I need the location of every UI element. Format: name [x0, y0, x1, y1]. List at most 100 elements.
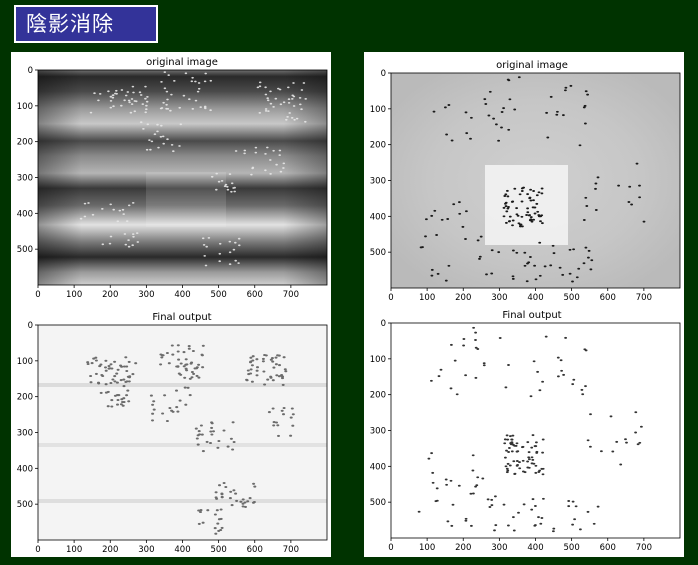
seed-dot	[201, 366, 205, 369]
seed-dot	[497, 139, 500, 142]
seed-dot	[417, 510, 421, 513]
seed-dot	[508, 215, 512, 218]
seed-dot	[634, 411, 638, 414]
seed-dot	[124, 94, 128, 97]
seed-dot	[531, 498, 535, 501]
seed-dot	[589, 413, 592, 416]
seed-dot	[609, 415, 613, 418]
seed-dot	[264, 169, 267, 172]
seed-dot	[153, 133, 157, 136]
seed-dot	[224, 485, 228, 489]
seed-dot	[165, 107, 168, 110]
seed-dot	[519, 225, 522, 228]
seed-dot	[513, 473, 517, 475]
seed-dot	[474, 376, 478, 379]
seed-dot	[526, 460, 529, 463]
seed-dot	[560, 369, 563, 372]
seed-dot	[264, 93, 268, 96]
seed-dot	[511, 200, 515, 203]
slide-title: 陰影消除	[14, 5, 158, 43]
seed-dot	[479, 235, 483, 238]
seed-dot	[241, 505, 245, 508]
seed-dot	[290, 116, 294, 119]
seed-dot	[269, 375, 273, 378]
right-bottom-plot-title: Final output	[502, 310, 561, 321]
seed-dot	[583, 104, 587, 107]
seed-dot	[160, 124, 163, 127]
seed-dot	[430, 268, 434, 271]
seed-dot	[446, 520, 450, 523]
seed-dot	[91, 213, 95, 216]
seed-dot	[523, 471, 527, 474]
y-tick-label: 300	[370, 177, 386, 187]
seed-dot	[457, 484, 461, 487]
seed-dot	[222, 481, 226, 485]
seed-dot	[201, 450, 205, 453]
seed-dot	[506, 195, 510, 198]
seed-dot	[624, 438, 627, 441]
seed-dot	[241, 498, 245, 501]
seed-dot	[92, 357, 96, 360]
seed-dot	[197, 509, 201, 512]
x-tick-label: 400	[174, 545, 190, 555]
seed-dot	[587, 249, 591, 252]
seed-dot	[151, 403, 155, 406]
seed-dot	[126, 91, 130, 93]
seed-dot	[561, 273, 565, 276]
seed-dot	[152, 400, 156, 403]
seed-dots	[79, 71, 308, 267]
x-tick-label: 600	[600, 293, 616, 303]
seed-dot	[475, 484, 479, 487]
seed-dot	[237, 237, 241, 240]
seed-dots	[419, 76, 646, 283]
seed-dot	[151, 419, 154, 422]
seed-dot	[210, 422, 214, 425]
seed-dot	[131, 373, 135, 376]
y-tick-label: 0	[28, 321, 33, 331]
seed-dot	[210, 433, 214, 436]
seed-dot	[582, 106, 586, 109]
seed-dot	[258, 111, 262, 114]
seed-dot	[249, 368, 253, 371]
seed-dot	[272, 366, 276, 369]
seed-dot	[219, 528, 223, 532]
seed-dot	[130, 98, 134, 100]
seed-dot	[261, 357, 265, 360]
seed-dot	[122, 400, 126, 404]
seed-dot	[572, 248, 575, 251]
seed-dot	[245, 378, 249, 381]
seed-dot	[125, 220, 129, 223]
seed-dot	[444, 106, 447, 109]
seed-dot	[170, 409, 174, 412]
seed-dot	[222, 429, 226, 432]
x-tick-label: 700	[636, 293, 652, 303]
seed-dot	[541, 467, 545, 470]
seed-dot	[113, 380, 117, 383]
seed-dot	[104, 366, 107, 369]
seed-dot	[271, 407, 275, 410]
seed-dot	[504, 205, 508, 208]
seed-dot	[258, 81, 262, 84]
seed-dot	[528, 458, 531, 461]
seed-dot	[186, 386, 190, 389]
seed-dot	[196, 443, 200, 446]
seed-dot	[472, 326, 475, 329]
seed-dot	[515, 460, 519, 462]
seed-dot	[628, 185, 632, 188]
seed-dot	[175, 365, 179, 368]
seed-dot	[539, 522, 543, 525]
seed-dot	[498, 337, 502, 339]
seed-dot	[200, 354, 204, 357]
seed-dot	[184, 403, 188, 406]
seed-dot	[255, 374, 259, 377]
seed-dot	[586, 439, 590, 442]
seed-dot	[104, 359, 108, 362]
seed-dot	[135, 232, 139, 235]
seed-dot	[507, 128, 511, 131]
seed-dot	[636, 443, 640, 446]
seed-dot	[638, 196, 641, 199]
seed-dot	[249, 360, 253, 363]
seed-dot	[182, 94, 186, 97]
x-tick-label: 300	[491, 293, 507, 303]
seed-dot	[209, 430, 213, 433]
